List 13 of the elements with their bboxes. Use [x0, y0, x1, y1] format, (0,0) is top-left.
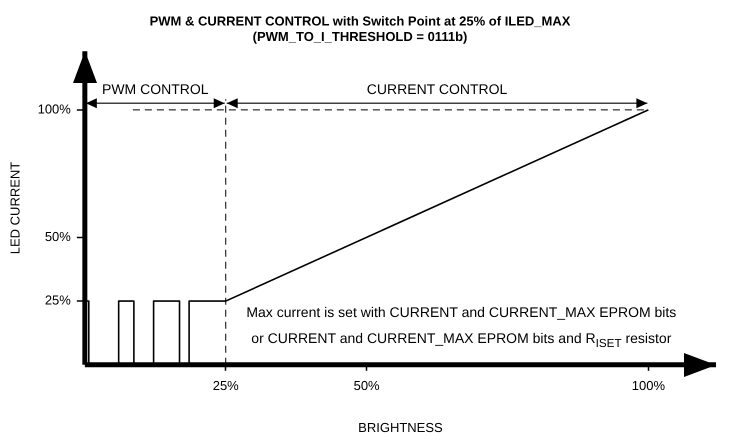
y-axis-title: LED CURRENT: [7, 162, 22, 254]
chart-subtitle: (PWM_TO_I_THRESHOLD = 0111b): [252, 28, 468, 44]
chart-title: PWM & CURRENT CONTROL with Switch Point at 25% of ILED_MAX: [150, 13, 571, 28]
y-tick-label: 100%: [38, 101, 72, 116]
x-tick-label: 100%: [632, 378, 666, 394]
x-axis-title: BRIGHTNESS: [358, 420, 444, 435]
y-tick-label: 25%: [44, 292, 72, 308]
y-tick-label: 50%: [44, 228, 72, 244]
annotation: CURRENT CONTROL: [366, 81, 508, 98]
x-tick-label: 50%: [354, 378, 380, 394]
annotation: PWM CONTROL: [102, 81, 209, 98]
annotation: Max current is set with CURRENT and CURRENT_MAX EPROM bits or CURRENT and CURRENT_MAX EPROM bits and R$_{ISET}$ resistor: [245, 302, 678, 352]
x-tick-label: 25%: [212, 378, 240, 394]
